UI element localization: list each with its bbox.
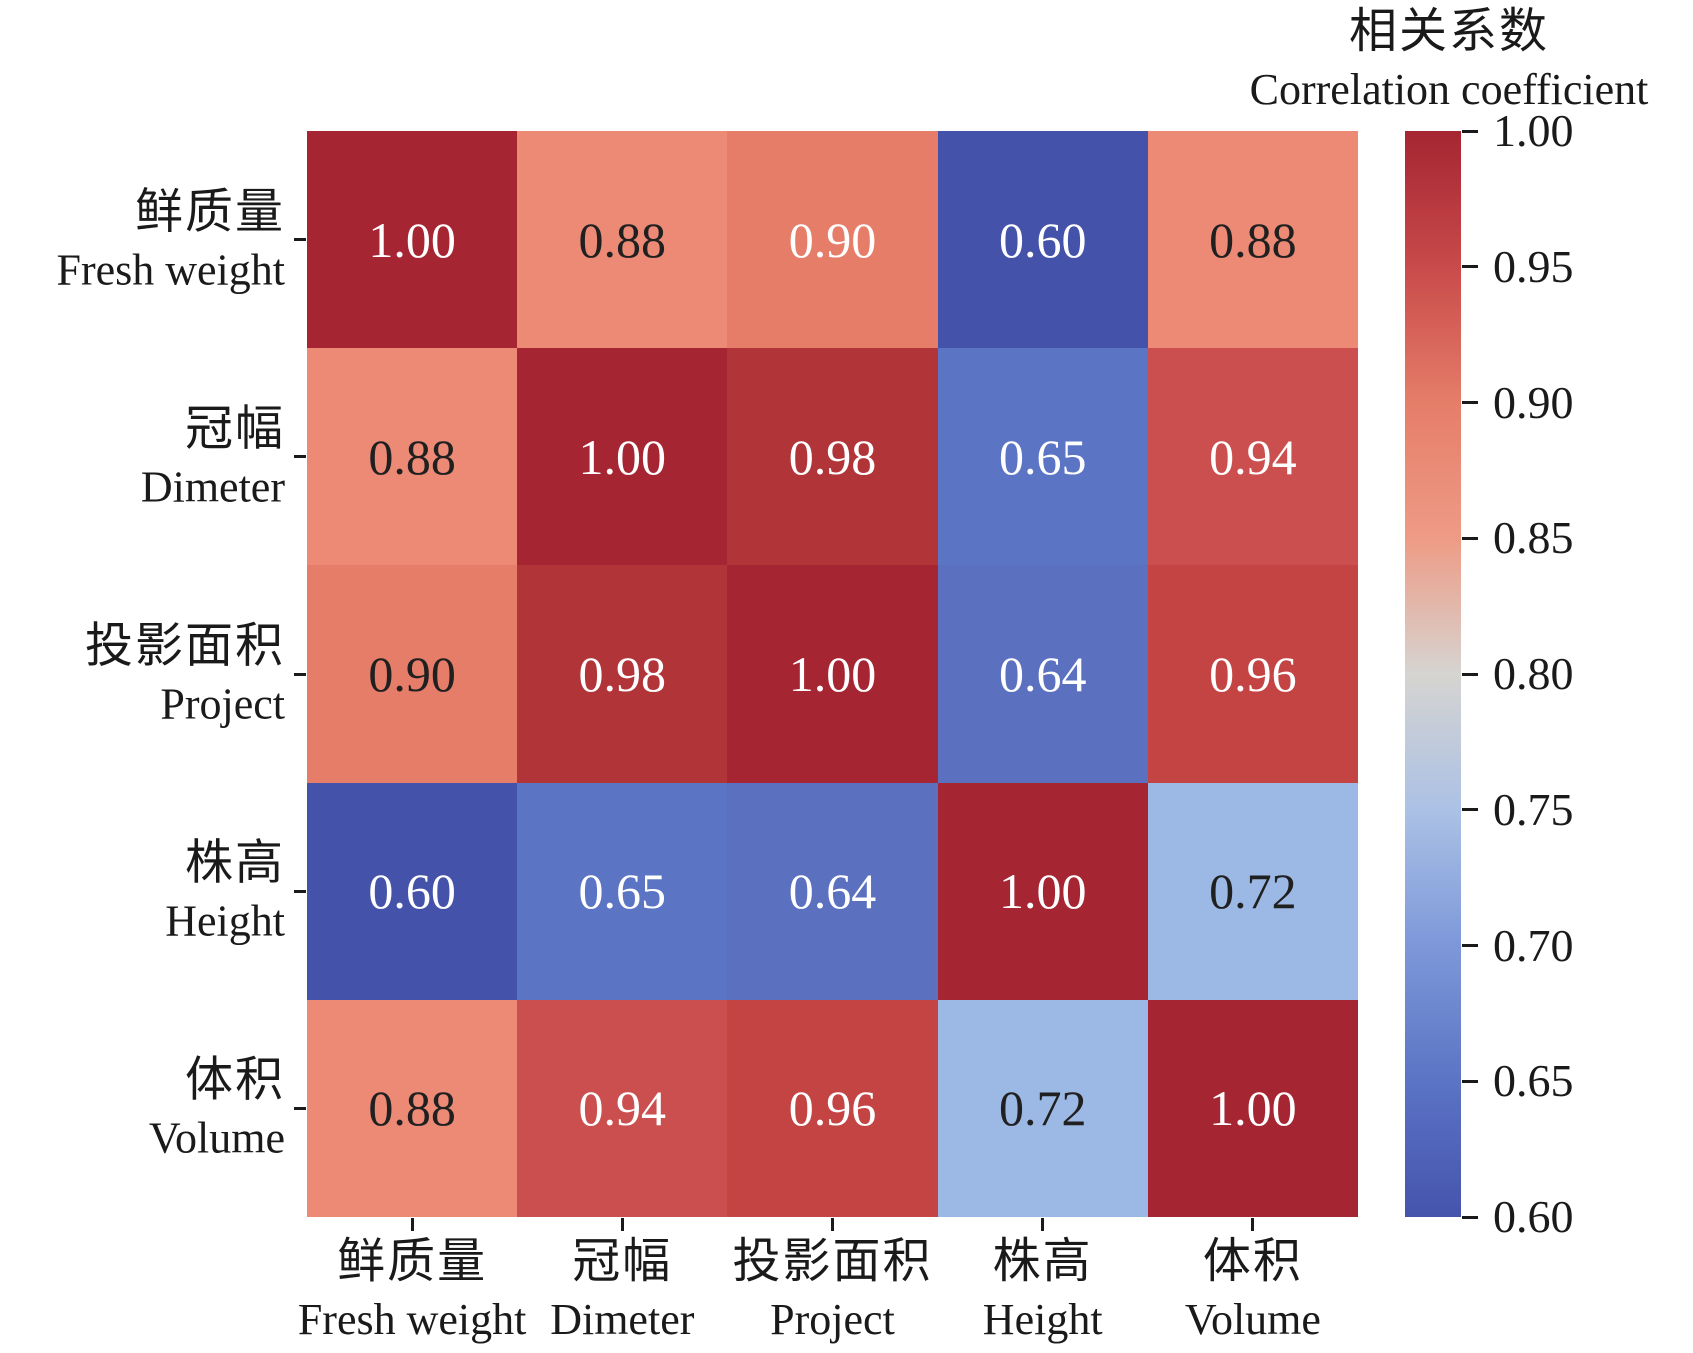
heatmap-cell-volume-x-project: 0.96 <box>727 999 938 1217</box>
x-axis-tick <box>831 1218 834 1231</box>
colorbar-tick <box>1462 401 1478 404</box>
x-label-en: Fresh weight <box>297 1295 527 1344</box>
colorbar-title-en: Correlation coefficient <box>1249 65 1649 115</box>
y-label-zh: 体积 <box>184 1053 285 1107</box>
x-axis-tick <box>620 1218 624 1231</box>
heatmap-cell-fresh-weight-x-volume: 0.88 <box>1147 131 1358 349</box>
colorbar-tick <box>1462 1079 1478 1083</box>
x-label-zh: 投影面积 <box>732 1235 933 1288</box>
y-label-en: Dimeter <box>140 462 285 512</box>
heatmap-cell-project-x-volume: 0.96 <box>1147 565 1358 783</box>
x-label-height: 株高 Height <box>983 1232 1103 1347</box>
heatmap-cell-height-x-height: 1.00 <box>937 782 1148 1000</box>
x-label-zh: 冠幅 <box>572 1235 673 1288</box>
y-axis-tick <box>294 238 306 242</box>
x-label-en: Height <box>982 1295 1103 1344</box>
y-label-zh: 冠幅 <box>184 402 285 456</box>
y-axis-tick <box>294 1106 306 1110</box>
heatmap-cell-volume-x-height: 0.72 <box>937 999 1148 1217</box>
heatmap-cell-dimeter-x-fresh-weight: 0.88 <box>307 348 518 566</box>
y-label-fresh-weight: 鲜质量 Fresh weight <box>56 182 285 297</box>
x-label-en: Dimeter <box>550 1295 695 1344</box>
colorbar-tick <box>1462 129 1478 133</box>
y-axis-tick <box>294 672 306 676</box>
colorbar-tick-label-0.60: 0.60 <box>1493 1191 1574 1242</box>
colorbar-tick-label-0.80: 0.80 <box>1493 648 1574 699</box>
x-label-dimeter: 冠幅 Dimeter <box>550 1232 694 1347</box>
heatmap-grid: 1.00 0.88 0.90 0.60 0.88 0.88 1.00 0.98 0.65 0.94… <box>307 131 1358 1217</box>
colorbar-tick-label-0.70: 0.70 <box>1493 919 1574 971</box>
y-label-en: Fresh weight <box>56 245 285 295</box>
colorbar-tick-label-0.75: 0.75 <box>1493 783 1574 835</box>
heatmap-cell-dimeter-x-project: 0.98 <box>727 348 938 566</box>
x-axis-tick <box>410 1218 414 1231</box>
heatmap-cell-height-x-fresh-weight: 0.60 <box>307 782 518 1000</box>
colorbar-tick-label-0.90: 0.90 <box>1493 376 1574 428</box>
x-label-zh: 体积 <box>1202 1235 1303 1288</box>
heatmap-cell-height-x-dimeter: 0.65 <box>517 782 728 1000</box>
x-axis-tick <box>1041 1218 1045 1231</box>
heatmap-cell-project-x-project: 1.00 <box>727 565 938 783</box>
heatmap-cell-volume-x-volume: 1.00 <box>1147 999 1358 1217</box>
colorbar-title-zh: 相关系数 <box>1348 5 1549 58</box>
heatmap-cell-height-x-volume: 0.72 <box>1147 782 1358 1000</box>
y-label-volume: 体积 Volume <box>149 1051 285 1166</box>
x-label-zh: 鲜质量 <box>337 1235 488 1288</box>
y-label-zh: 投影面积 <box>84 619 285 673</box>
heatmap-cell-volume-x-fresh-weight: 0.88 <box>307 999 518 1217</box>
x-label-en: Project <box>770 1295 895 1344</box>
y-label-en: Project <box>160 679 285 729</box>
heatmap-cell-project-x-fresh-weight: 0.90 <box>307 565 518 783</box>
colorbar-tick <box>1462 672 1478 676</box>
heatmap-cell-dimeter-x-dimeter: 1.00 <box>517 348 728 566</box>
colorbar-tick-label-1.00: 1.00 <box>1493 105 1574 156</box>
heatmap-cell-dimeter-x-height: 0.65 <box>937 348 1148 566</box>
x-axis-tick <box>1251 1218 1255 1231</box>
colorbar-tick <box>1462 265 1478 269</box>
y-label-en: Height <box>165 896 285 946</box>
x-label-zh: 株高 <box>992 1235 1093 1288</box>
colorbar-tick <box>1462 536 1478 540</box>
colorbar-tick-label-0.95: 0.95 <box>1493 240 1574 292</box>
colorbar-title: 相关系数 Correlation coefficient <box>1205 4 1693 116</box>
y-axis-tick <box>294 455 306 459</box>
y-label-zh: 株高 <box>184 836 285 890</box>
colorbar-tick-label-0.65: 0.65 <box>1493 1055 1574 1107</box>
heatmap-cell-height-x-project: 0.64 <box>727 782 938 1000</box>
heatmap-cell-dimeter-x-volume: 0.94 <box>1147 348 1358 566</box>
y-label-height: 株高 Height <box>165 834 285 949</box>
colorbar-tick <box>1462 1215 1478 1219</box>
colorbar-tick <box>1462 808 1478 812</box>
colorbar-tick <box>1462 944 1478 947</box>
heatmap-cell-fresh-weight-x-project: 0.90 <box>727 131 938 349</box>
y-label-project: 投影面积 Project <box>85 617 285 732</box>
x-label-fresh-weight: 鲜质量 Fresh weight <box>298 1232 527 1347</box>
y-axis-tick <box>294 889 306 893</box>
y-label-zh: 鲜质量 <box>134 185 285 239</box>
x-label-project: 投影面积 Project <box>732 1232 932 1347</box>
y-label-dimeter: 冠幅 Dimeter <box>141 399 285 514</box>
heatmap-cell-project-x-height: 0.64 <box>937 565 1148 783</box>
heatmap-cell-fresh-weight-x-dimeter: 0.88 <box>517 131 728 349</box>
heatmap-cell-fresh-weight-x-height: 0.60 <box>937 131 1148 349</box>
colorbar-gradient <box>1405 131 1461 1217</box>
x-label-volume: 体积 Volume <box>1185 1232 1321 1347</box>
heatmap-cell-project-x-dimeter: 0.98 <box>517 565 728 783</box>
colorbar-tick-label-0.85: 0.85 <box>1493 512 1574 564</box>
x-label-en: Volume <box>1184 1295 1321 1344</box>
y-label-en: Volume <box>148 1113 285 1163</box>
heatmap-cell-volume-x-dimeter: 0.94 <box>517 999 728 1217</box>
heatmap-cell-fresh-weight-x-fresh-weight: 1.00 <box>307 131 518 349</box>
